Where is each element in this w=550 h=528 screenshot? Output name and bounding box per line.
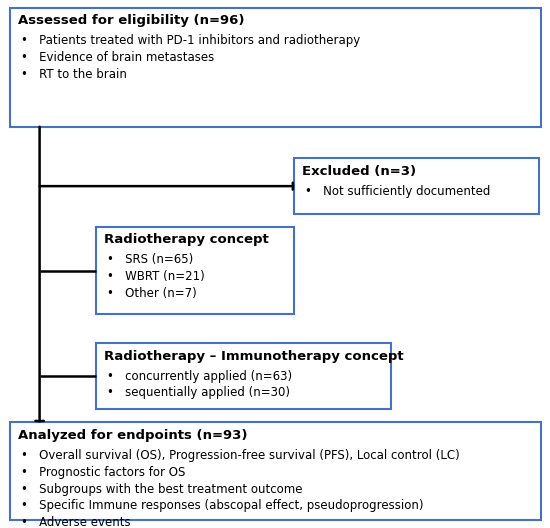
Text: •   Adverse events: • Adverse events [21,516,130,528]
Text: •   Other (n=7): • Other (n=7) [107,287,197,300]
FancyBboxPatch shape [10,422,541,520]
Text: Analyzed for endpoints (n=93): Analyzed for endpoints (n=93) [18,429,247,442]
Text: •   WBRT (n=21): • WBRT (n=21) [107,270,205,284]
Text: Excluded (n=3): Excluded (n=3) [302,165,416,178]
Text: Assessed for eligibility (n=96): Assessed for eligibility (n=96) [18,14,244,27]
FancyBboxPatch shape [96,343,390,409]
Text: •   SRS (n=65): • SRS (n=65) [107,253,194,267]
Text: Radiotherapy – Immunotherapy concept: Radiotherapy – Immunotherapy concept [104,350,404,363]
Text: •   concurrently applied (n=63): • concurrently applied (n=63) [107,370,293,383]
Text: •   Specific Immune responses (abscopal effect, pseudoprogression): • Specific Immune responses (abscopal ef… [21,499,423,513]
Text: •   Prognostic factors for OS: • Prognostic factors for OS [21,466,185,479]
Text: •   Not sufficiently documented: • Not sufficiently documented [305,185,491,198]
FancyBboxPatch shape [96,227,294,314]
Text: •   Overall survival (OS), Progression-free survival (PFS), Local control (LC): • Overall survival (OS), Progression-fre… [21,449,460,462]
FancyBboxPatch shape [10,8,541,127]
Text: •   RT to the brain: • RT to the brain [21,68,126,81]
Text: •   Patients treated with PD-1 inhibitors and radiotherapy: • Patients treated with PD-1 inhibitors … [21,34,360,48]
FancyBboxPatch shape [294,158,539,214]
Text: •   Evidence of brain metastases: • Evidence of brain metastases [21,51,214,64]
Text: Radiotherapy concept: Radiotherapy concept [104,233,269,247]
Text: •   sequentially applied (n=30): • sequentially applied (n=30) [107,386,290,400]
Text: •   Subgroups with the best treatment outcome: • Subgroups with the best treatment outc… [21,483,302,496]
